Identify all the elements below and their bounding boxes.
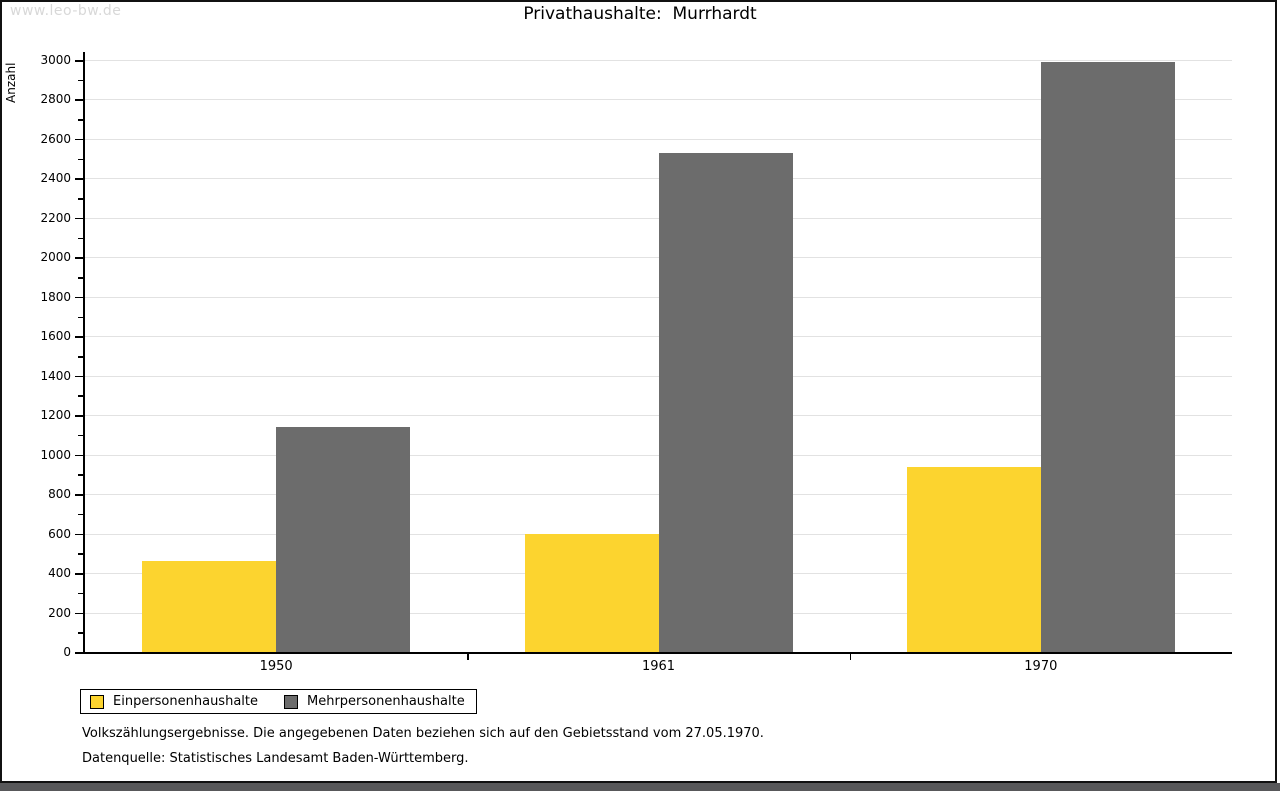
y-tick-label-2600: 2600 bbox=[40, 131, 71, 146]
y-tick-label-1400: 1400 bbox=[40, 368, 71, 383]
gridline-2800 bbox=[85, 99, 1232, 101]
y-tick-label-2000: 2000 bbox=[40, 250, 71, 265]
y-minor-tick bbox=[78, 119, 83, 121]
y-minor-tick bbox=[78, 198, 83, 200]
y-tick-label-800: 800 bbox=[48, 487, 71, 502]
y-tick-label-200: 200 bbox=[48, 605, 71, 620]
y-minor-tick bbox=[78, 553, 83, 555]
y-tick-label-1600: 1600 bbox=[40, 329, 71, 344]
watermark: www.leo-bw.de bbox=[10, 3, 122, 19]
y-major-tick bbox=[75, 375, 83, 378]
y-major-tick bbox=[75, 336, 83, 338]
y-minor-tick bbox=[78, 237, 83, 240]
legend-label: Einpersonenhaushalte bbox=[113, 694, 258, 709]
bottom-bar bbox=[0, 783, 1280, 791]
legend: Einpersonenhaushalte Mehrpersonenhaushalt… bbox=[80, 689, 477, 714]
y-major-tick bbox=[75, 296, 83, 299]
bar-einpersonenhaushalte-1970 bbox=[906, 466, 1041, 652]
footnote-gebietsstand: Volkszählungsergebnisse. Die angegebenen… bbox=[82, 726, 764, 741]
y-tick-label-2200: 2200 bbox=[40, 210, 71, 225]
y-major-tick bbox=[75, 178, 83, 180]
y-tick-label-2400: 2400 bbox=[40, 171, 71, 186]
y-minor-tick bbox=[78, 158, 83, 161]
y-minor-tick bbox=[78, 513, 83, 516]
footnote-datenquelle: Datenquelle: Statistisches Landesamt Bad… bbox=[82, 751, 469, 766]
y-major-tick bbox=[75, 138, 83, 141]
y-minor-tick bbox=[78, 592, 83, 595]
y-major-tick bbox=[75, 652, 83, 654]
y-major-tick bbox=[75, 60, 83, 62]
y-major-tick bbox=[75, 612, 83, 615]
legend-swatch-mehrpersonenhaushalte bbox=[284, 694, 298, 709]
x-boundary-tick bbox=[467, 654, 469, 660]
y-tick-label-3000: 3000 bbox=[40, 53, 71, 67]
y-tick-label-1200: 1200 bbox=[40, 408, 71, 423]
y-major-tick bbox=[75, 573, 83, 575]
y-tick-label-400: 400 bbox=[48, 566, 71, 581]
y-minor-tick bbox=[78, 316, 83, 319]
gridline-3000 bbox=[85, 60, 1232, 61]
legend-swatch-einpersonenhaushalte bbox=[90, 694, 104, 709]
y-minor-tick bbox=[78, 277, 83, 279]
y-major-tick bbox=[75, 257, 83, 259]
y-major-tick bbox=[75, 217, 83, 220]
x-axis-label-1961: 1961 bbox=[641, 659, 676, 674]
gridline-2600 bbox=[85, 138, 1232, 140]
y-tick-label-0: 0 bbox=[63, 645, 71, 659]
legend-item-mehrpersonenhaushalte: Mehrpersonenhaushalte bbox=[284, 694, 465, 709]
bar-einpersonenhaushalte-1961 bbox=[524, 533, 659, 652]
x-axis-line bbox=[83, 652, 1232, 654]
y-major-tick bbox=[75, 454, 83, 457]
bar-mehrpersonenhaushalte-1970 bbox=[1040, 61, 1175, 652]
y-major-tick bbox=[75, 533, 83, 536]
y-major-tick bbox=[75, 494, 83, 496]
legend-label: Mehrpersonenhaushalte bbox=[307, 694, 465, 709]
y-major-tick bbox=[75, 415, 83, 417]
x-axis-label-1970: 1970 bbox=[1024, 659, 1058, 674]
bar-einpersonenhaushalte-1950 bbox=[142, 561, 277, 652]
y-minor-tick bbox=[78, 395, 83, 397]
y-minor-tick bbox=[78, 79, 83, 82]
y-minor-tick bbox=[78, 434, 83, 437]
y-minor-tick bbox=[78, 474, 83, 476]
x-boundary-tick bbox=[849, 654, 852, 660]
bar-mehrpersonenhaushalte-1950 bbox=[276, 427, 411, 652]
chart-title: Privathaushalte: Murrhardt bbox=[523, 4, 757, 24]
y-tick-label-600: 600 bbox=[48, 526, 71, 541]
y-tick-label-1800: 1800 bbox=[40, 289, 71, 304]
y-axis-line bbox=[83, 52, 85, 654]
y-tick-label-2800: 2800 bbox=[40, 92, 71, 107]
y-minor-tick bbox=[78, 356, 83, 358]
y-minor-tick bbox=[78, 632, 83, 634]
bar-mehrpersonenhaushalte-1961 bbox=[658, 152, 793, 652]
y-major-tick bbox=[75, 99, 83, 101]
y-tick-label-1000: 1000 bbox=[40, 447, 71, 462]
x-axis-label-1950: 1950 bbox=[259, 659, 293, 674]
legend-item-einpersonenhaushalte: Einpersonenhaushalte bbox=[90, 694, 258, 709]
